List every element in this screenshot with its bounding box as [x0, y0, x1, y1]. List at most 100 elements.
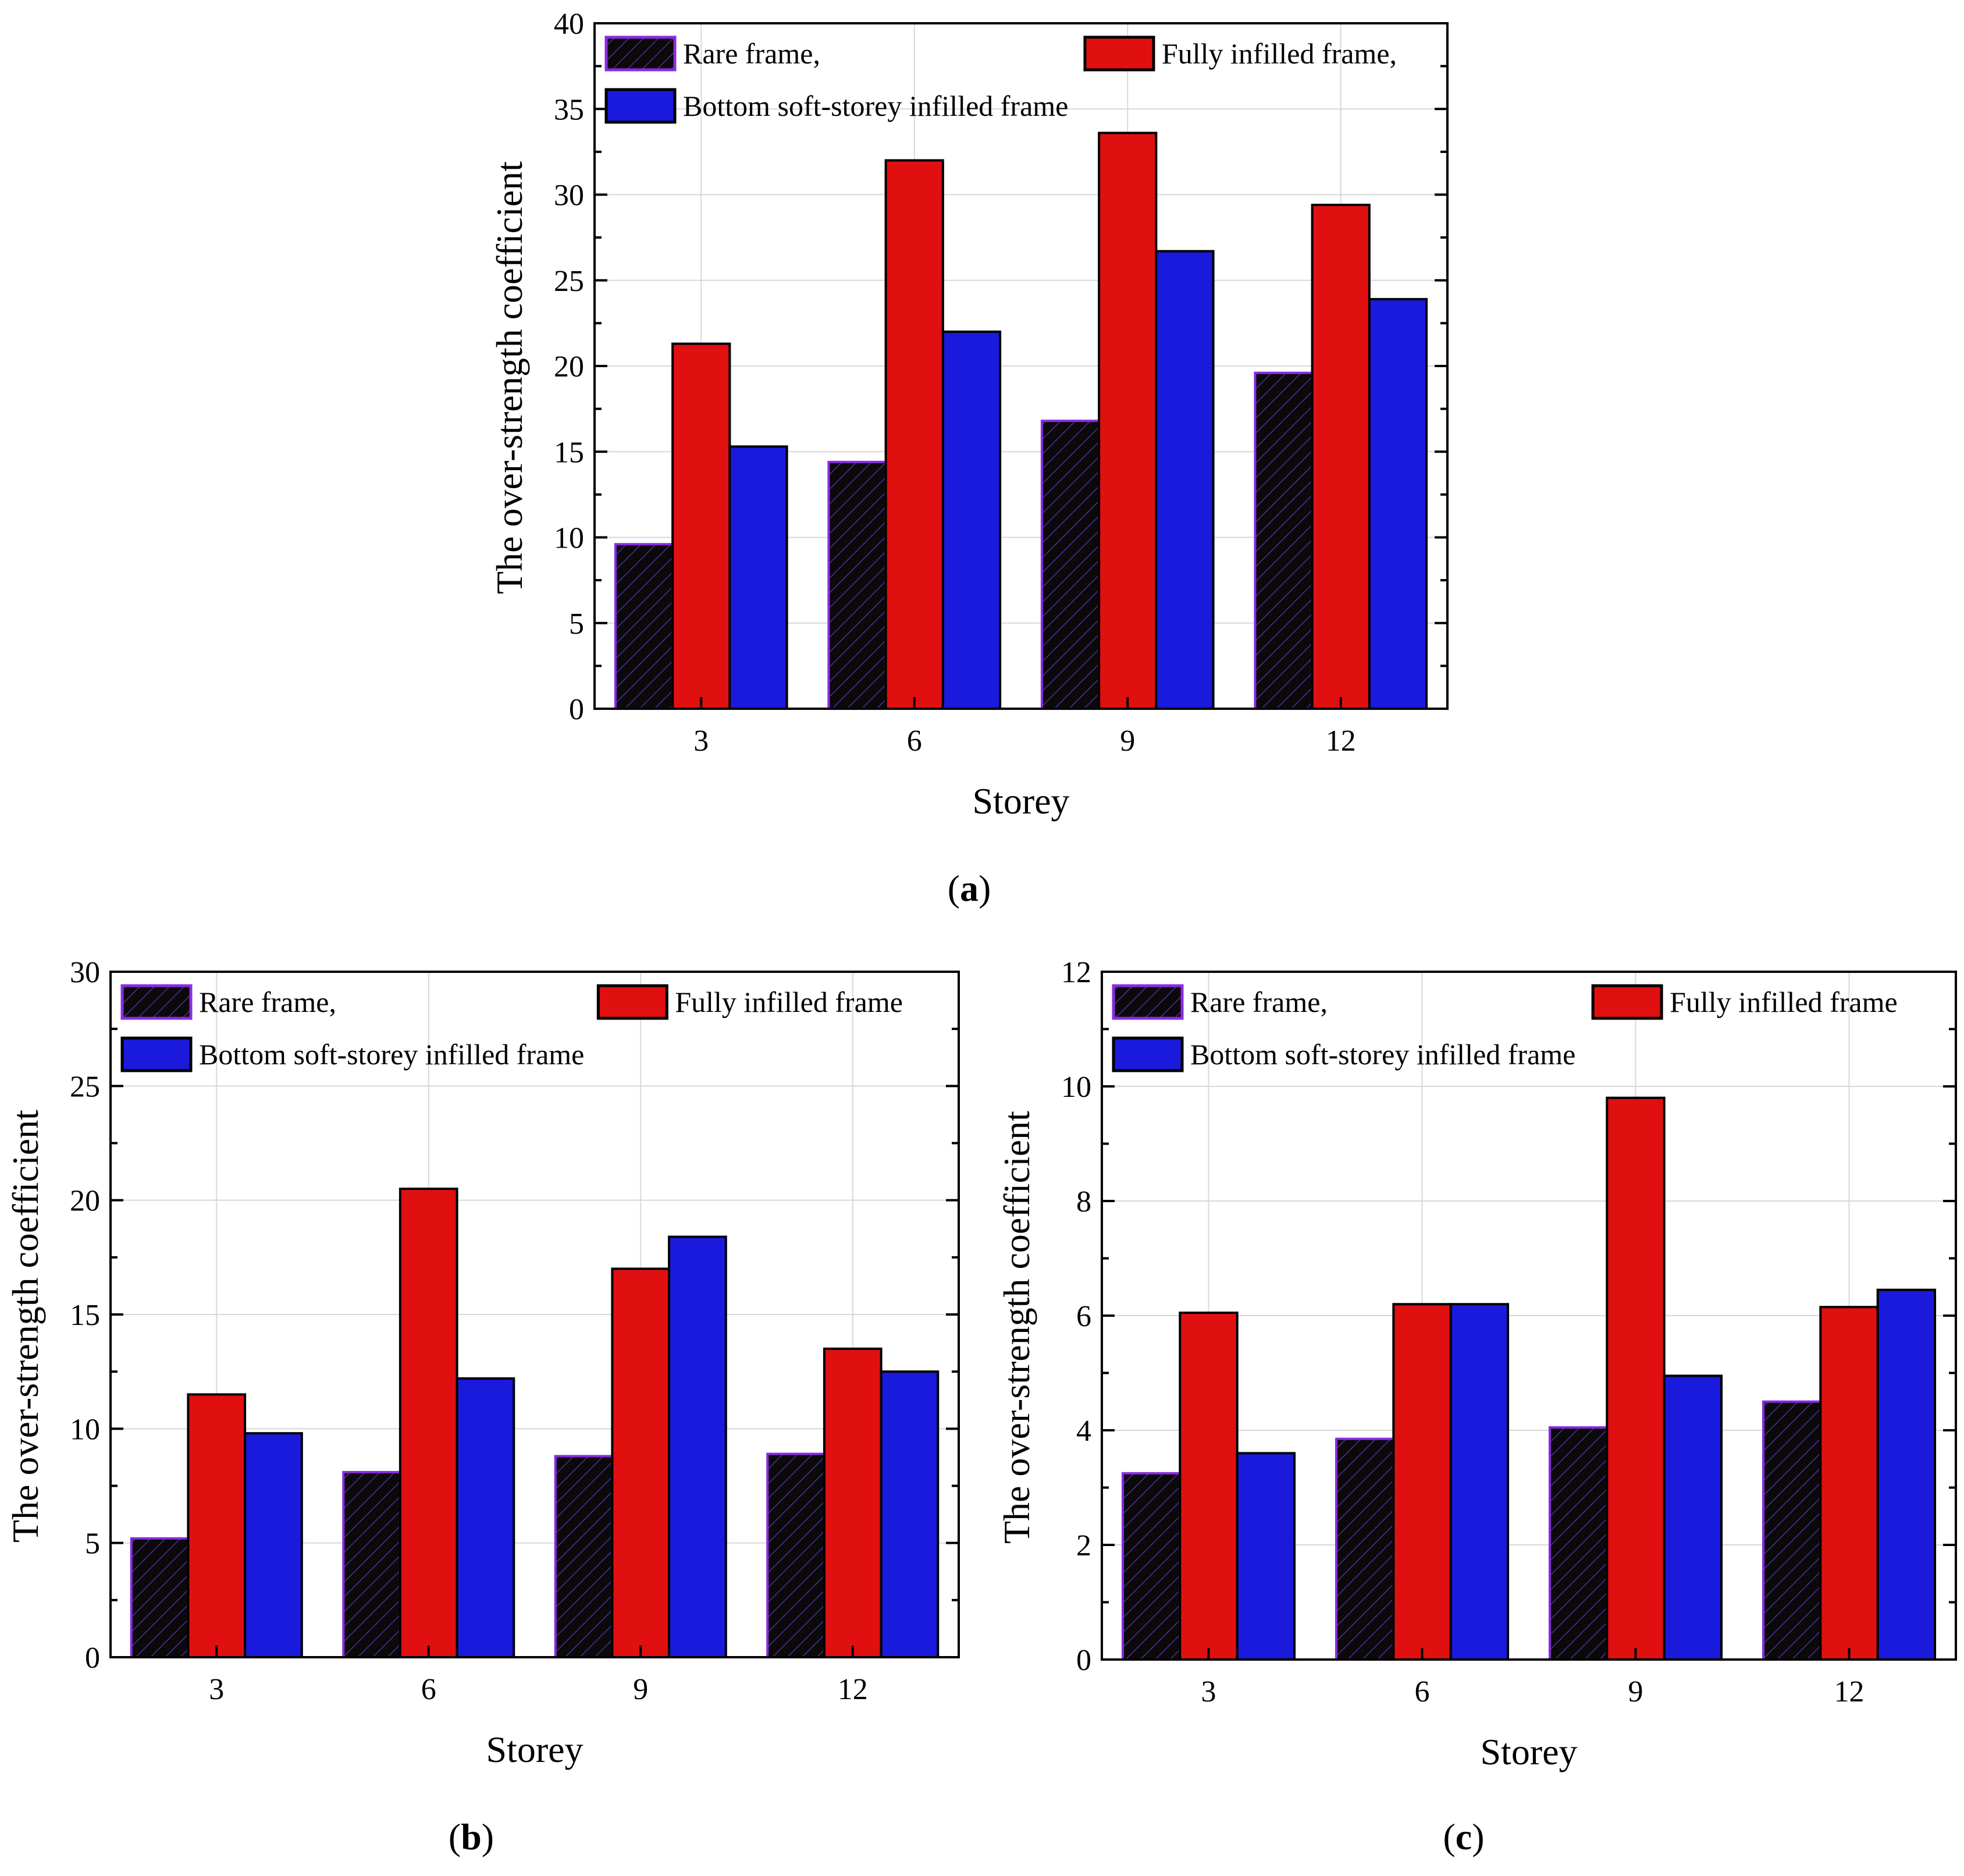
ytick-label: 0	[569, 693, 584, 726]
xtick-label: 6	[421, 1673, 436, 1706]
legend-swatch-rare	[604, 35, 677, 72]
legend-swatch-full	[1591, 984, 1663, 1020]
legend-swatch-rare	[1112, 984, 1184, 1020]
bar-bottom-6	[1449, 1303, 1510, 1661]
ytick-label: 0	[85, 1642, 100, 1675]
xtick-label: 12	[838, 1673, 868, 1706]
bar-full-9	[611, 1267, 671, 1658]
bar-bottom-9	[668, 1235, 727, 1659]
bar-bottom-9	[1663, 1374, 1723, 1661]
bar-bottom-6	[456, 1377, 515, 1659]
ytick-label: 15	[70, 1299, 100, 1332]
bar-bottom-6	[941, 331, 1002, 710]
bar-full-3	[671, 342, 731, 710]
caption-c: (c)	[1406, 1815, 1522, 1859]
xtick-label: 6	[1415, 1675, 1430, 1708]
legend-label-full: Fully infilled frame,	[1162, 37, 1397, 70]
ytick-label: 30	[554, 179, 584, 212]
x-axis-label: Storey	[972, 780, 1069, 822]
legend-swatch-bottom	[120, 1036, 193, 1072]
chart-a: 0 5 10 15 20 25 30 35 40 3 6 9 12 Storey The over-stre…	[489, 8, 1449, 822]
bar-bottom-12	[1876, 1288, 1937, 1661]
legend-swatch-full	[596, 984, 668, 1020]
caption-b-label: b	[461, 1816, 482, 1857]
bar-full-3	[1179, 1312, 1239, 1661]
bar-bottom-9	[1155, 250, 1215, 710]
bar-full-12	[1819, 1306, 1879, 1661]
bar-full-6	[1392, 1303, 1452, 1661]
y-axis-label: The over-strength coefficient	[996, 1111, 1037, 1544]
bar-bottom-3	[1236, 1452, 1296, 1661]
bar-rare-12	[766, 1452, 826, 1658]
legend-swatch-bottom	[1112, 1036, 1184, 1072]
caption-c-label: c	[1455, 1816, 1472, 1857]
ytick-label: 6	[1076, 1300, 1091, 1333]
ytick-label: 2	[1076, 1529, 1091, 1562]
ytick-label: 20	[554, 350, 584, 383]
ytick-label: 40	[554, 8, 584, 41]
legend-label-full: Fully infilled frame	[675, 986, 903, 1018]
bar-bottom-3	[728, 445, 788, 710]
bar-rare-6	[1335, 1437, 1395, 1661]
bar-bottom-12	[880, 1370, 940, 1659]
caption-b: (b)	[413, 1815, 529, 1859]
ytick-label: 10	[554, 522, 584, 555]
caption-a: (a)	[911, 867, 1027, 910]
caption-c-open: (	[1443, 1816, 1456, 1857]
ytick-label: 12	[1061, 956, 1091, 989]
xtick-label: 3	[693, 724, 709, 758]
chart-c: 0 2 4 6 8 10 12 3 6 9 12 Storey The over-strength co…	[996, 956, 1957, 1772]
bar-full-12	[823, 1347, 883, 1658]
legend-label-full: Fully infilled frame	[1670, 986, 1898, 1018]
ytick-label: 25	[554, 265, 584, 298]
xtick-label: 3	[209, 1673, 224, 1706]
legend-swatch-rare	[120, 984, 193, 1020]
bar-rare-9	[1548, 1426, 1609, 1661]
caption-a-open: (	[947, 868, 960, 909]
xtick-label: 12	[1326, 724, 1356, 758]
legend-swatch-full	[1083, 35, 1155, 72]
bar-rare-12	[1762, 1400, 1822, 1661]
bar-rare-3	[614, 543, 674, 710]
xtick-label: 9	[1628, 1675, 1643, 1708]
ytick-label: 35	[554, 93, 584, 126]
legend-label-rare: Rare frame,	[683, 37, 820, 70]
xtick-label: 9	[633, 1673, 648, 1706]
ytick-label: 10	[1061, 1071, 1091, 1104]
caption-b-close: )	[481, 1816, 494, 1857]
caption-a-close: )	[979, 868, 991, 909]
xtick-label: 3	[1201, 1675, 1216, 1708]
ytick-label: 4	[1076, 1415, 1091, 1448]
caption-c-close: )	[1472, 1816, 1485, 1857]
bar-rare-9	[554, 1455, 614, 1659]
ytick-label: 20	[70, 1185, 100, 1218]
legend-label-rare: Rare frame,	[199, 986, 336, 1018]
bar-full-9	[1098, 132, 1158, 710]
bar-rare-3	[130, 1537, 190, 1658]
ytick-label: 5	[85, 1527, 100, 1561]
ytick-label: 5	[569, 607, 584, 641]
bar-full-6	[884, 159, 944, 710]
bar-full-3	[187, 1393, 247, 1659]
bar-full-9	[1606, 1096, 1666, 1661]
legend-label-rare: Rare frame,	[1190, 986, 1328, 1018]
ytick-label: 8	[1076, 1185, 1091, 1218]
bar-rare-6	[342, 1470, 401, 1658]
x-axis-label: Storey	[486, 1729, 583, 1770]
bar-bottom-12	[1368, 298, 1428, 710]
xtick-label: 12	[1834, 1675, 1865, 1708]
bar-bottom-3	[244, 1432, 303, 1659]
ytick-label: 15	[554, 436, 584, 469]
bar-full-12	[1311, 204, 1371, 710]
chart-b: 0 5 10 15 20 25 30 3 6 9 12 Storey The over-strength…	[5, 956, 960, 1770]
ytick-label: 25	[70, 1070, 100, 1103]
y-axis-label: The over-strength coefficient	[5, 1110, 46, 1543]
bar-full-6	[399, 1188, 458, 1658]
bar-rare-12	[1254, 371, 1314, 710]
y-axis-label: The over-strength coefficient	[489, 161, 530, 594]
legend-swatch-bottom	[604, 88, 677, 124]
x-axis-label: Storey	[1480, 1731, 1577, 1772]
legend-label-bottom: Bottom soft-storey infilled frame	[683, 90, 1068, 122]
bar-rare-3	[1121, 1472, 1182, 1661]
